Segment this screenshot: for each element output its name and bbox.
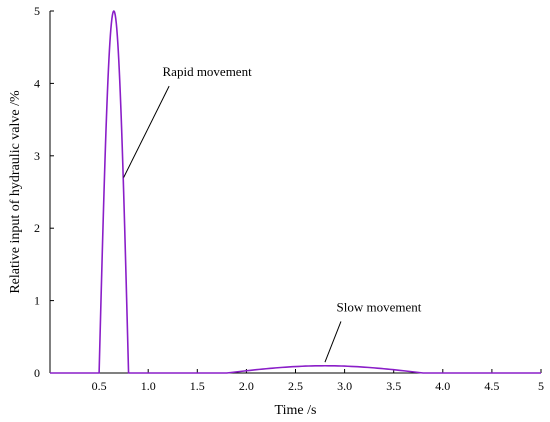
x-tick-label: 0.5	[92, 379, 107, 393]
x-axis-title: Time /s	[275, 403, 317, 418]
x-tick-label: 2.0	[239, 379, 254, 393]
y-axis: 0 1 2 3 4 5	[34, 4, 54, 380]
series-line	[50, 10, 541, 374]
y-axis-title: Relative input of hydraulic valve /%	[8, 90, 23, 294]
annotation-leader	[324, 321, 342, 363]
x-tick-label: 3.5	[386, 379, 401, 393]
x-axis: 0.5 1.0 1.5 2.0 2.5 3.0 3.5 4.0 4.5 5	[50, 369, 544, 393]
x-ticks: 0.5 1.0 1.5 2.0 2.5 3.0 3.5 4.0 4.5 5	[92, 369, 544, 393]
y-tick-label: 1	[34, 294, 40, 308]
x-tick-label: 4.0	[435, 379, 450, 393]
x-tick-label: 4.5	[484, 379, 499, 393]
y-ticks: 0 1 2 3 4 5	[34, 4, 54, 380]
series-layer	[50, 10, 541, 374]
y-tick-label: 4	[34, 76, 40, 90]
x-tick-label: 1.0	[141, 379, 156, 393]
annotation-layer: Rapid movement Slow movement	[123, 64, 422, 363]
x-tick-label: 5	[538, 379, 544, 393]
y-tick-label: 2	[34, 221, 40, 235]
y-tick-label: 3	[34, 149, 40, 163]
annotation-label: Slow movement	[337, 299, 422, 314]
x-tick-label: 3.0	[337, 379, 352, 393]
x-tick-label: 2.5	[288, 379, 303, 393]
annotation-label: Rapid movement	[163, 64, 253, 79]
y-tick-label: 0	[34, 366, 40, 380]
annotation-leader	[123, 85, 170, 178]
x-tick-label: 1.5	[190, 379, 205, 393]
y-tick-label: 5	[34, 4, 40, 18]
